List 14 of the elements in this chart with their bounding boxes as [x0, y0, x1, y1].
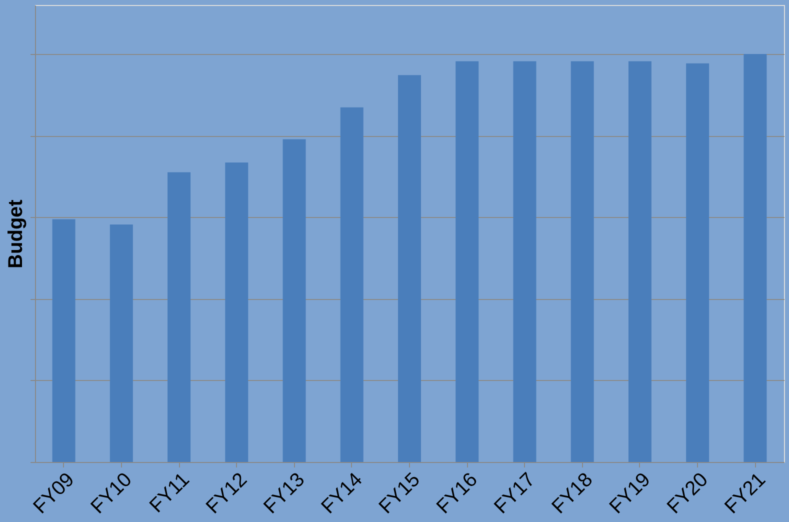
- bar: [398, 75, 421, 462]
- y-axis-title: Budget: [5, 199, 27, 268]
- bar: [570, 61, 594, 462]
- bar: [225, 162, 248, 462]
- bar: [456, 61, 479, 462]
- bar: [744, 54, 767, 462]
- bar: [168, 172, 191, 462]
- bar: [282, 139, 306, 462]
- bar: [513, 61, 536, 462]
- bar: [628, 61, 652, 462]
- bar: [340, 107, 364, 462]
- bar: [686, 63, 710, 462]
- bar: [52, 219, 76, 462]
- bar: [110, 224, 133, 462]
